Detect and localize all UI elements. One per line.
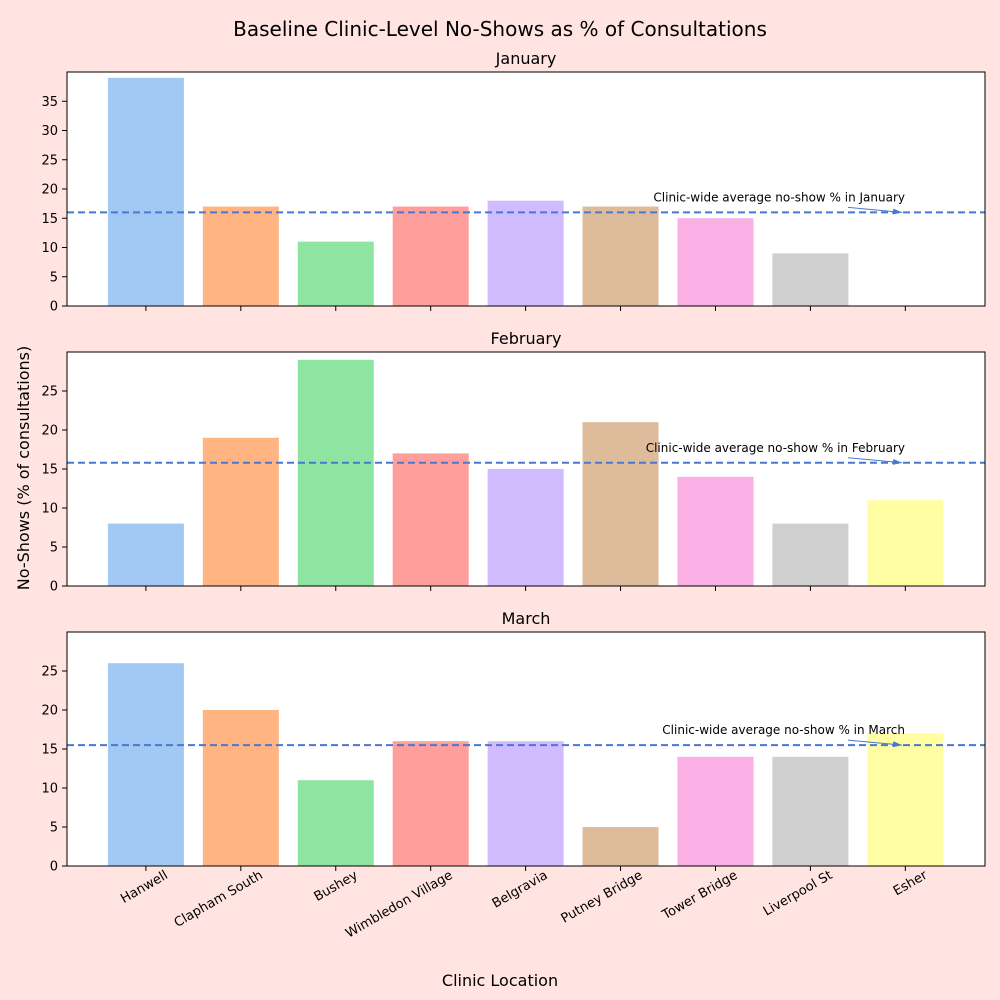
bar-bushey	[297, 359, 374, 586]
bar-tower-bridge	[677, 218, 754, 306]
y-tick-label: 25	[41, 665, 58, 680]
annotation-arrow	[847, 739, 903, 746]
annotation-arrowhead	[892, 208, 902, 215]
bar-bushey	[297, 780, 374, 866]
y-tick-label: 10	[41, 782, 58, 797]
x-tick-label: Belgravia	[490, 868, 551, 912]
x-tick-label: Wimbledon Village	[343, 868, 455, 941]
bar-putney-bridge	[582, 422, 659, 586]
bar-wimbledon-village	[392, 741, 469, 866]
x-tick-label: Tower Bridge	[659, 868, 740, 924]
bar-belgravia	[487, 741, 564, 866]
panel-title: February	[491, 329, 562, 348]
y-tick-label: 25	[41, 153, 58, 168]
annotation-arrow	[847, 206, 903, 213]
bar-liverpool-st	[772, 253, 849, 306]
bar-liverpool-st	[772, 756, 849, 866]
plot-frame	[66, 351, 986, 587]
y-tick-label: 15	[41, 212, 58, 227]
x-tick-label: Clapham South	[172, 868, 266, 931]
bar-hanwell	[107, 523, 184, 586]
bar-bushey	[297, 241, 374, 306]
panel-0: January 0 5 10 15 20 25 30 35 Clinic-wide average…	[41, 49, 986, 315]
annotation-arrowhead	[892, 741, 902, 748]
bar-clapham-south	[202, 206, 279, 306]
panel-title: January	[495, 49, 557, 68]
plot-frame	[66, 71, 986, 307]
y-tick-label: 10	[41, 502, 58, 517]
annotation-arrowhead	[892, 458, 902, 465]
y-tick-label: 15	[41, 743, 58, 758]
y-tick-label: 15	[41, 463, 58, 478]
chart-title: Baseline Clinic-Level No-Shows as % of C…	[233, 17, 767, 41]
bar-hanwell	[107, 77, 184, 306]
plot-frame	[66, 631, 986, 867]
y-tick-label: 20	[41, 704, 58, 719]
bar-liverpool-st	[772, 523, 849, 586]
average-annotation: Clinic-wide average no-show % in Februar…	[646, 441, 905, 455]
bar-wimbledon-village	[392, 206, 469, 306]
bar-clapham-south	[202, 710, 279, 866]
bar-clapham-south	[202, 437, 279, 586]
x-tick-label: Esher	[891, 868, 931, 900]
x-tick-label: Bushey	[312, 868, 361, 905]
average-annotation: Clinic-wide average no-show % in March	[662, 723, 905, 737]
bar-tower-bridge	[677, 756, 754, 866]
panels-group: January 0 5 10 15 20 25 30 35 Clinic-wide average…	[41, 49, 986, 941]
bar-esher	[867, 733, 944, 866]
panel-2: March 0 5 10 15 20 25 Clinic-wide average no-sh…	[41, 609, 986, 941]
bar-putney-bridge	[582, 827, 659, 866]
bar-hanwell	[107, 663, 184, 866]
y-tick-label: 20	[41, 424, 58, 439]
x-tick-label: Hanwell	[118, 868, 170, 907]
y-tick-label: 5	[50, 541, 58, 556]
y-tick-label: 10	[41, 241, 58, 256]
y-tick-label: 5	[50, 821, 58, 836]
y-tick-label: 30	[41, 124, 58, 139]
bar-esher	[867, 500, 944, 586]
y-tick-label: 25	[41, 385, 58, 400]
bar-belgravia	[487, 469, 564, 586]
y-axis-label: No-Shows (% of consultations)	[14, 346, 33, 590]
y-tick-label: 35	[41, 95, 58, 110]
average-annotation: Clinic-wide average no-show % in January	[653, 190, 905, 204]
panel-title: March	[502, 609, 551, 628]
x-axis-label: Clinic Location	[442, 971, 558, 990]
y-tick-label: 0	[50, 860, 58, 875]
y-tick-label: 0	[50, 580, 58, 595]
bar-wimbledon-village	[392, 453, 469, 586]
bar-putney-bridge	[582, 206, 659, 306]
y-tick-label: 5	[50, 270, 58, 285]
x-tick-label: Liverpool St	[761, 868, 835, 920]
y-tick-label: 20	[41, 183, 58, 198]
x-tick-label: Putney Bridge	[559, 868, 646, 927]
y-tick-label: 0	[50, 300, 58, 315]
bar-tower-bridge	[677, 476, 754, 586]
annotation-arrow	[847, 457, 903, 464]
panel-1: February 0 5 10 15 20 25 Clinic-wide average no…	[41, 329, 986, 595]
bar-belgravia	[487, 200, 564, 306]
